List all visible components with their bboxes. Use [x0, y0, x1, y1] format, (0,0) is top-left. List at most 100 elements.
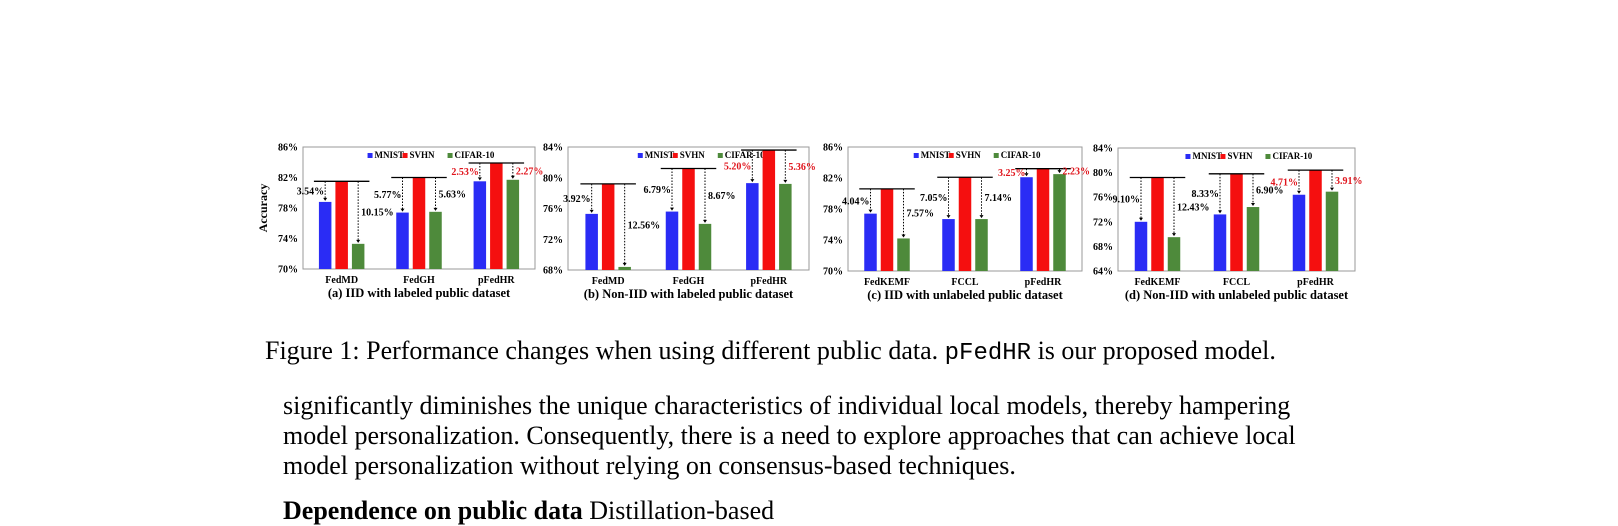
chart-panel-3: 70% 74% 78% 82% 86% MNIST SVHN CIFAR-10 4.04% 7.5…: [823, 143, 1090, 303]
arrow-head: [1218, 210, 1222, 214]
difference-label: 12.43%: [1177, 202, 1210, 213]
bar: [490, 163, 503, 269]
bar: [412, 177, 426, 269]
bar: [682, 168, 695, 270]
difference-label: 4.71%: [1271, 177, 1299, 188]
arrow-head: [1172, 233, 1176, 237]
chart-panel-4: 64% 68% 72% 76% 80% 84% MNIST SVHN CIFAR-10 9.10%…: [1093, 144, 1363, 303]
bar: [1213, 214, 1227, 271]
arrow-head: [670, 207, 674, 211]
bar: [880, 188, 894, 271]
y-tick-label: 82%: [278, 173, 298, 184]
legend-label: SVHN: [680, 150, 706, 160]
y-tick-label: 78%: [823, 205, 843, 216]
arrow-head: [868, 209, 873, 213]
difference-label: 8.33%: [1192, 189, 1220, 200]
arrow-head: [323, 197, 328, 201]
legend-swatch: [717, 153, 723, 158]
difference-label: 2.27%: [516, 166, 544, 177]
difference-label: 4.04%: [842, 196, 870, 207]
difference-label: 2.23%: [1063, 166, 1091, 177]
y-tick-label: 72%: [1093, 217, 1113, 228]
x-tick-label: FedGH: [673, 276, 705, 287]
y-tick-label: 72%: [543, 235, 563, 246]
arrow-head: [356, 239, 361, 243]
arrow-head: [946, 215, 951, 219]
figure-caption: Figure 1: Performance changes when using…: [265, 336, 1276, 367]
body-paragraph: significantly diminishes the unique char…: [283, 391, 1363, 481]
arrow-head: [589, 209, 594, 213]
arrow-head: [1024, 173, 1029, 177]
legend-label: SVHN: [410, 150, 436, 160]
body-line: model personalization without relying on…: [283, 451, 1016, 480]
caption-prefix: Figure 1: Performance changes when using…: [265, 336, 939, 365]
bar: [958, 177, 972, 271]
arrow-head: [400, 208, 405, 212]
figure-panels: 70% 74% 78% 82% 86% Accuracy MNIST SVHN CIFAR-10…: [256, 143, 1363, 303]
legend-label: MNIST: [1192, 151, 1222, 161]
y-tick-label: 68%: [543, 266, 563, 277]
arrow-head: [901, 234, 906, 238]
y-axis-label: Accuracy: [256, 184, 270, 233]
chart-panel-2: 68% 72% 76% 80% 84% MNIST SVHN CIFAR-10 3.92% 12.…: [543, 143, 816, 302]
bar: [779, 183, 792, 270]
difference-label: 7.05%: [920, 193, 948, 204]
bar: [942, 219, 955, 271]
bar: [335, 181, 348, 269]
legend-label: MNIST: [375, 150, 405, 160]
legend-label: CIFAR-10: [1001, 150, 1041, 160]
bar: [1246, 207, 1260, 271]
legend-label: MNIST: [645, 150, 675, 160]
bar: [1292, 194, 1306, 271]
bar: [975, 219, 988, 271]
difference-label: 12.56%: [628, 220, 661, 231]
y-tick-label: 84%: [543, 143, 563, 154]
difference-label: 2.53%: [451, 167, 479, 178]
y-tick-label: 68%: [1093, 242, 1113, 253]
bar: [618, 266, 631, 270]
subfigure-caption: (c) IID with unlabeled public dataset: [867, 288, 1063, 302]
subfigure-caption: (b) Non-IID with labeled public dataset: [584, 287, 794, 301]
subfigure-caption: (a) IID with labeled public dataset: [328, 286, 511, 300]
y-tick-label: 80%: [1093, 168, 1113, 179]
bar: [1325, 191, 1339, 271]
body-line: significantly diminishes the unique char…: [283, 391, 1291, 420]
arrow-head: [1251, 203, 1255, 207]
x-tick-label: FCCL: [951, 277, 979, 288]
bar: [1167, 237, 1181, 271]
arrow-head: [750, 179, 755, 183]
x-tick-label: pFedHR: [478, 275, 515, 286]
y-tick-label: 70%: [278, 265, 298, 276]
bar: [585, 213, 598, 270]
bar: [351, 243, 365, 269]
arrow-head: [1057, 170, 1062, 174]
legend-label: SVHN: [956, 150, 982, 160]
arrow-head: [703, 219, 707, 223]
bar: [1309, 170, 1322, 271]
subfigure-caption: (d) Non-IID with unlabeled public datase…: [1125, 288, 1349, 302]
caption-suffix: is our proposed model.: [1037, 336, 1276, 365]
y-tick-label: 76%: [543, 204, 563, 215]
legend-swatch: [948, 153, 954, 158]
bar: [864, 213, 877, 271]
difference-label: 6.79%: [644, 185, 672, 196]
bar: [698, 223, 712, 270]
heading-bold: Dependence on public data: [283, 496, 583, 525]
bar: [762, 150, 776, 270]
y-tick-label: 82%: [823, 174, 843, 185]
legend-swatch: [637, 153, 643, 158]
difference-label: 5.63%: [439, 190, 467, 201]
legend-label: CIFAR-10: [455, 150, 495, 160]
y-tick-label: 74%: [278, 234, 298, 245]
legend-label: SVHN: [1227, 151, 1253, 161]
legend-swatch: [672, 153, 678, 158]
difference-label: 6.90%: [1256, 185, 1284, 196]
y-tick-label: 76%: [1093, 193, 1113, 204]
chart-panel-1: 70% 74% 78% 82% 86% Accuracy MNIST SVHN CIFAR-10…: [256, 143, 543, 301]
x-tick-label: FedGH: [403, 275, 435, 286]
difference-label: 8.67%: [708, 191, 736, 202]
arrow-head: [1139, 217, 1143, 221]
legend-swatch: [1220, 154, 1226, 159]
legend-label: CIFAR-10: [1272, 151, 1312, 161]
difference-label: 3.91%: [1335, 176, 1363, 187]
